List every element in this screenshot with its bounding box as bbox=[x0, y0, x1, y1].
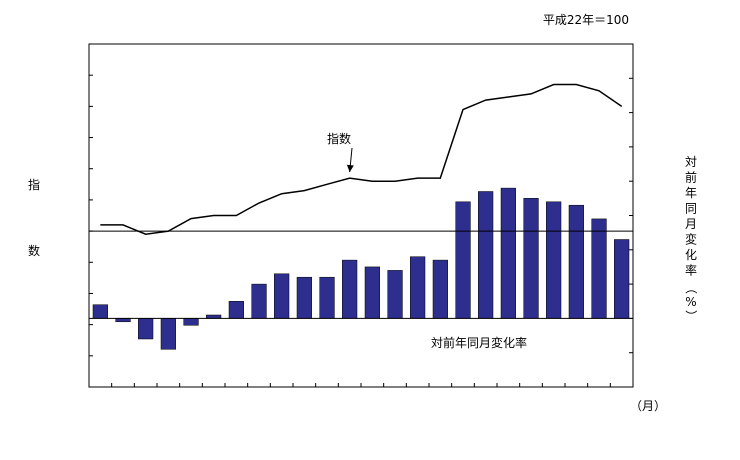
left-axis bbox=[89, 43, 93, 388]
right-axis-unit-char: ） bbox=[684, 310, 698, 322]
bar bbox=[92, 304, 108, 319]
bar bbox=[160, 318, 176, 350]
right-axis-unit-char: % bbox=[685, 295, 696, 309]
right-axis-title-char: 月 bbox=[685, 217, 697, 231]
left-axis-title-char: 指 bbox=[28, 177, 40, 192]
bar bbox=[183, 318, 199, 326]
bar bbox=[138, 318, 154, 340]
right-axis-title-char: 率 bbox=[685, 263, 697, 278]
right-axis-unit-char: （ bbox=[684, 282, 698, 294]
right-axis-title-char: 年 bbox=[685, 186, 697, 200]
bar bbox=[523, 198, 539, 319]
bar bbox=[206, 314, 222, 319]
x-axis-unit: （月） bbox=[630, 399, 666, 413]
bar bbox=[546, 201, 562, 319]
bar bbox=[251, 283, 267, 319]
right-axis-title-char: 同 bbox=[685, 202, 697, 216]
bar bbox=[568, 204, 584, 319]
bar bbox=[591, 218, 607, 319]
right-axis bbox=[629, 43, 633, 388]
left-axis-label: 指数 bbox=[28, 177, 40, 258]
bar bbox=[364, 266, 380, 319]
bar bbox=[410, 256, 426, 319]
bar bbox=[455, 201, 471, 319]
rate-annotation: 対前年同月変化率 bbox=[431, 335, 527, 350]
base-year-note: 平成22年＝100 bbox=[543, 13, 629, 27]
bar bbox=[432, 259, 448, 319]
right-axis-title-char: 化 bbox=[685, 248, 697, 262]
bar bbox=[478, 191, 494, 319]
left-axis-title-char: 数 bbox=[28, 243, 40, 258]
bar-series bbox=[92, 187, 630, 350]
x-axis bbox=[88, 383, 634, 387]
bar bbox=[228, 301, 244, 319]
index-line bbox=[100, 83, 623, 235]
right-axis-label: 対前年同月変化率 （%） bbox=[684, 155, 698, 322]
bar bbox=[274, 273, 290, 319]
bar bbox=[387, 270, 403, 319]
bar bbox=[342, 259, 358, 319]
right-axis-title-char: 対 bbox=[685, 155, 697, 169]
bar bbox=[319, 276, 335, 319]
bar bbox=[614, 239, 630, 319]
bar bbox=[500, 187, 516, 319]
right-axis-title-char: 変 bbox=[685, 232, 697, 247]
bar bbox=[296, 276, 312, 319]
bar bbox=[115, 318, 131, 323]
right-axis-title-char: 前 bbox=[685, 170, 697, 185]
right-axis-unit: （%） bbox=[684, 282, 698, 322]
index-annotation: 指数 bbox=[327, 131, 351, 146]
annotation-arrow-head bbox=[346, 164, 354, 173]
